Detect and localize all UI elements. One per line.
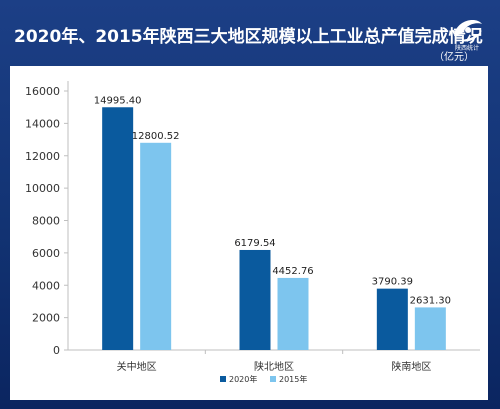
y-tick-label: 4000 (32, 279, 60, 292)
chart-title: 2020年、2015年陕西三大地区规模以上工业总产值完成情况 (14, 27, 483, 47)
bar-2020 (102, 107, 134, 350)
y-tick-label: 14000 (25, 117, 60, 130)
bar-chart: 0 2000 4000 6000 8000 10000 12000 14000 16000 149… (25, 81, 480, 384)
y-tick-label: 16000 (25, 85, 60, 98)
legend-swatch (270, 376, 276, 382)
bar-2015 (277, 277, 309, 350)
data-label: 14995.40 (94, 95, 142, 106)
chart-panel: 0 2000 4000 6000 8000 10000 12000 14000 16000 149… (10, 66, 488, 400)
y-tick-label: 8000 (32, 215, 60, 228)
data-label: 12800.52 (132, 131, 180, 142)
legend-label: 2020年 (229, 374, 257, 384)
legend-label: 2015年 (279, 374, 307, 384)
data-label: 6179.54 (234, 238, 275, 249)
data-label: 4452.76 (272, 266, 313, 277)
legend-swatch (220, 376, 226, 382)
bar-2015 (140, 142, 172, 350)
unit-label: （亿元） (434, 52, 474, 63)
bar-2015 (414, 307, 446, 350)
shaanxi-statistics-logo (454, 20, 482, 42)
data-label: 2631.30 (410, 295, 451, 306)
y-tick-label: 10000 (25, 182, 60, 195)
x-category-label: 陕南地区 (391, 360, 431, 373)
x-category-label: 陕北地区 (254, 360, 294, 373)
data-label: 3790.39 (372, 277, 413, 288)
logo-text: 陕西统计 (454, 45, 479, 52)
x-category-label: 关中地区 (117, 360, 157, 373)
bar-2020 (376, 288, 408, 350)
bar-2020 (239, 249, 271, 350)
y-tick-label: 0 (53, 344, 60, 357)
y-tick-label: 12000 (25, 150, 60, 163)
y-tick-label: 2000 (32, 312, 60, 325)
y-tick-label: 6000 (32, 247, 60, 260)
